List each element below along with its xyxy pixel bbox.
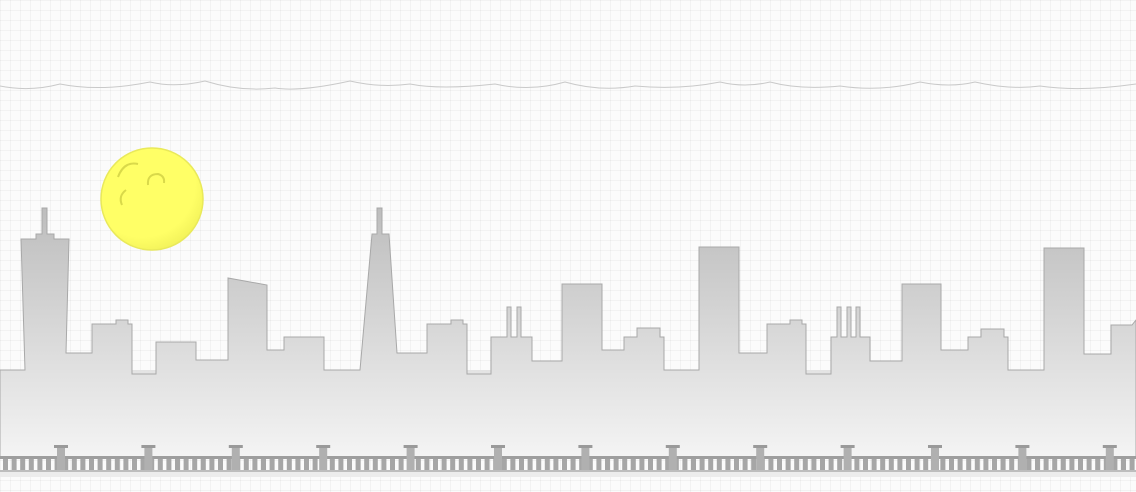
city-skyline (0, 207, 1136, 459)
moon-icon (100, 147, 204, 251)
cloud-line (0, 80, 1136, 90)
railway-track (0, 445, 1136, 477)
